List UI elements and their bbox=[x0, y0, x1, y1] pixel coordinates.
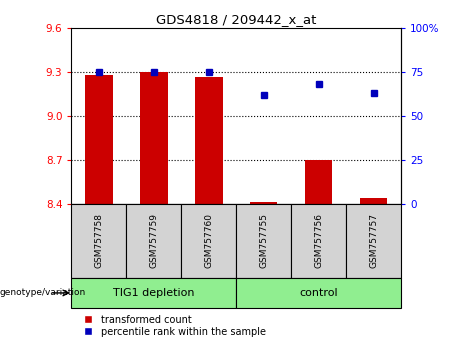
Text: GSM757759: GSM757759 bbox=[149, 213, 159, 268]
Text: GSM757757: GSM757757 bbox=[369, 213, 378, 268]
Bar bbox=[236, 204, 291, 278]
Text: GSM757755: GSM757755 bbox=[259, 213, 268, 268]
Bar bbox=[305, 160, 332, 204]
Bar bbox=[85, 75, 112, 204]
Bar bbox=[181, 204, 236, 278]
Bar bbox=[291, 204, 346, 278]
Text: genotype/variation: genotype/variation bbox=[0, 289, 86, 297]
Text: TIG1 depletion: TIG1 depletion bbox=[113, 288, 195, 298]
Text: GSM757760: GSM757760 bbox=[204, 213, 213, 268]
Bar bbox=[71, 278, 236, 308]
Text: GSM757756: GSM757756 bbox=[314, 213, 323, 268]
Bar bbox=[140, 72, 168, 204]
Legend: transformed count, percentile rank within the sample: transformed count, percentile rank withi… bbox=[77, 313, 267, 339]
Bar bbox=[346, 204, 401, 278]
Text: control: control bbox=[299, 288, 338, 298]
Bar bbox=[195, 76, 223, 204]
Bar bbox=[250, 202, 278, 204]
Text: GSM757758: GSM757758 bbox=[95, 213, 103, 268]
Title: GDS4818 / 209442_x_at: GDS4818 / 209442_x_at bbox=[156, 13, 316, 26]
Bar bbox=[236, 278, 401, 308]
Bar bbox=[360, 198, 387, 204]
Bar bbox=[126, 204, 181, 278]
Bar bbox=[71, 204, 126, 278]
